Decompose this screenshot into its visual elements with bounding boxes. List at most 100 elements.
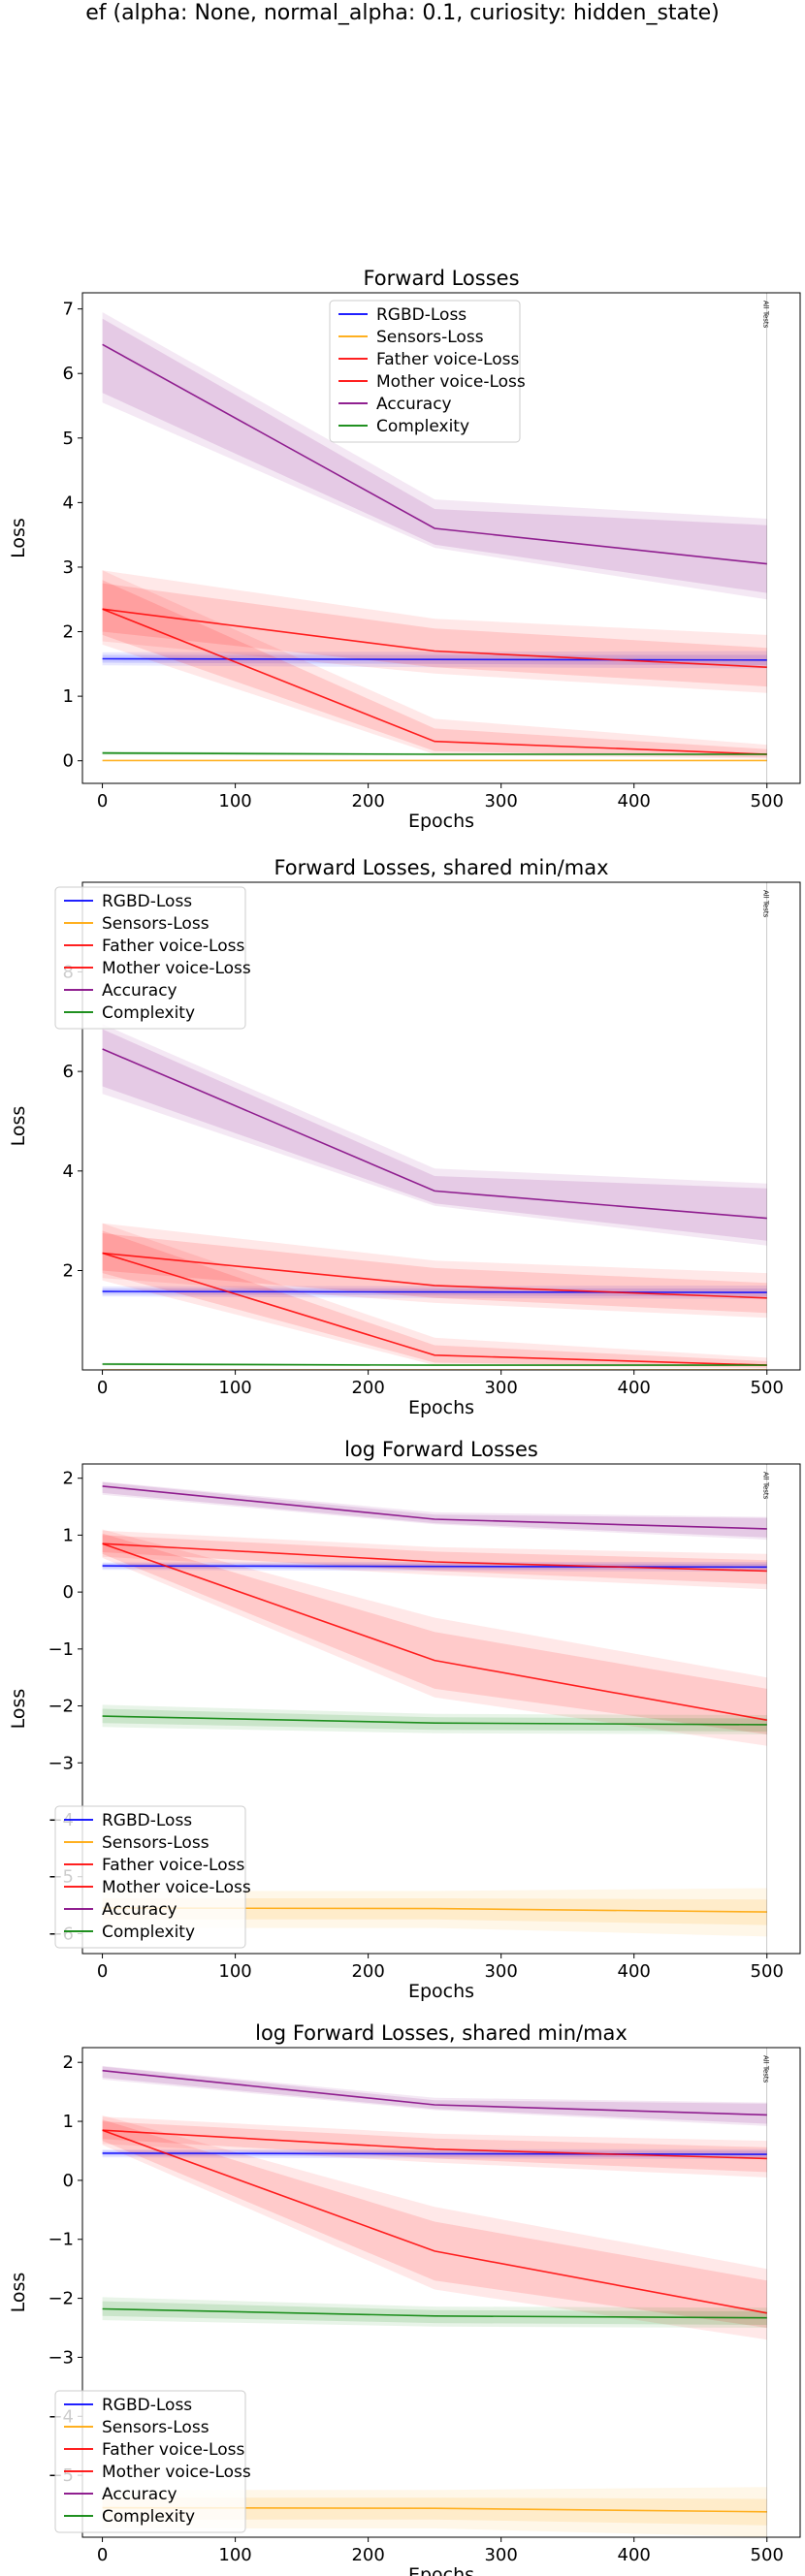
y-axis-label: Loss: [8, 1689, 29, 1730]
y-tick-label: −2: [48, 1697, 74, 1717]
x-tick-label: 200: [351, 1378, 384, 1398]
y-tick-label: 2: [63, 622, 74, 643]
y-tick-label: 2: [63, 1469, 74, 1489]
series-band-father-voice-loss: [102, 1223, 767, 1319]
legend-label-rgbd-loss: RGBD-Loss: [376, 305, 467, 325]
x-axis-label: Epochs: [408, 2564, 474, 2576]
series-band-complexity: [102, 2301, 767, 2325]
legend: RGBD-Loss Sensors-Loss Father voice-Loss Mo…: [54, 2390, 251, 2533]
subplot-2: Forward Losses, shared min/max All Tests 0…: [8, 856, 801, 1418]
x-tick-label: 500: [751, 791, 784, 811]
legend-label-mother-voice-loss: Mother voice-Loss: [102, 2463, 251, 2482]
y-tick-label: 4: [63, 1161, 74, 1182]
series-band-accuracy: [102, 1029, 767, 1241]
y-tick-label: 4: [63, 493, 74, 513]
x-tick-label: 0: [97, 1378, 108, 1398]
x-tick-label: 100: [218, 1378, 251, 1398]
y-tick-label: 1: [63, 686, 74, 707]
legend: RGBD-Loss Sensors-Loss Father voice-Loss Mo…: [54, 886, 251, 1030]
x-tick-label: 400: [618, 1961, 651, 1982]
legend-label-accuracy: Accuracy: [102, 1900, 177, 1920]
y-tick-label: 0: [63, 751, 74, 772]
y-axis-label: Loss: [8, 1106, 29, 1147]
series-band-mother-voice-loss: [102, 2115, 767, 2340]
legend-label-father-voice-loss: Father voice-Loss: [102, 1856, 244, 1875]
y-tick-label: 7: [63, 300, 74, 320]
y-tick-label: 1: [63, 2112, 74, 2132]
x-tick-label: 300: [484, 791, 517, 811]
plot-area: [102, 312, 767, 762]
series-band-sensors-loss: [102, 1898, 767, 1925]
series-line-complexity: [102, 1363, 767, 1366]
x-tick-label: 100: [218, 1961, 251, 1982]
legend-label-accuracy: Accuracy: [376, 395, 452, 414]
x-tick-label: 200: [351, 1961, 384, 1982]
legend-label-sensors-loss: Sensors-Loss: [102, 1833, 209, 1853]
legend-label-accuracy: Accuracy: [102, 2485, 177, 2504]
y-tick-label: 2: [63, 1261, 74, 1282]
series-band-accuracy: [102, 312, 767, 600]
series-line-father-voice-loss: [102, 608, 767, 668]
all-tests-label: All Tests: [762, 2055, 770, 2083]
x-tick-label: 500: [751, 1378, 784, 1398]
x-tick-label: 400: [618, 791, 651, 811]
series-line-rgbd-loss: [102, 1290, 767, 1293]
series-line-rgbd-loss: [102, 2152, 767, 2155]
y-tick-label: −3: [48, 1753, 74, 1773]
series-line-accuracy: [102, 1485, 767, 1530]
legend-label-accuracy: Accuracy: [102, 981, 177, 1001]
y-tick-label: 1: [63, 1525, 74, 1545]
plot-frame: [81, 1463, 801, 1955]
series-line-accuracy: [102, 2069, 767, 2116]
series-line-mother-voice-loss: [102, 608, 767, 755]
x-tick-label: 500: [751, 2545, 784, 2565]
series-line-rgbd-loss: [102, 1565, 767, 1569]
x-tick-label: 200: [351, 2545, 384, 2565]
series-band-mother-voice-loss: [102, 1230, 767, 1368]
legend-box: [329, 300, 521, 443]
series-line-complexity: [102, 1715, 767, 1726]
subplot-3: log Forward Losses All Tests 0 100 200 300 400…: [8, 1438, 801, 2002]
series-line-mother-voice-loss: [102, 1252, 767, 1366]
series-line-accuracy: [102, 1048, 767, 1220]
legend-label-father-voice-loss: Father voice-Loss: [376, 350, 519, 369]
y-tick-label: 2: [63, 2052, 74, 2073]
x-tick-label: 300: [484, 1961, 517, 1982]
plot-frame: [81, 2047, 801, 2538]
series-band-mother-voice-loss: [102, 1223, 767, 1369]
y-tick-label: −2: [48, 2289, 74, 2309]
x-tick-label: 0: [97, 1961, 108, 1982]
series-band-mother-voice-loss: [102, 1533, 767, 1734]
legend-label-complexity: Complexity: [376, 417, 469, 436]
series-line-rgbd-loss: [102, 657, 767, 661]
series-band-complexity: [102, 1704, 767, 1734]
y-tick-label: −3: [48, 2347, 74, 2368]
plot-area: [102, 1024, 767, 1370]
y-tick-label: 5: [63, 429, 74, 449]
all-tests-label: All Tests: [762, 1472, 770, 1500]
legend-label-complexity: Complexity: [102, 1923, 195, 1942]
x-tick-label: 200: [351, 791, 384, 811]
y-axis-label: Loss: [8, 2273, 29, 2313]
series-band-father-voice-loss: [102, 583, 767, 687]
series-band-sensors-loss: [102, 1888, 767, 1937]
legend-label-mother-voice-loss: Mother voice-Loss: [102, 1878, 251, 1897]
legend-label-rgbd-loss: RGBD-Loss: [102, 892, 192, 911]
series-band-complexity: [102, 1708, 767, 1732]
plot-area: [102, 2065, 767, 2537]
x-tick-label: 0: [97, 2545, 108, 2565]
legend-label-rgbd-loss: RGBD-Loss: [102, 2396, 192, 2415]
series-line-complexity: [102, 2307, 767, 2319]
legend-label-sensors-loss: Sensors-Loss: [102, 914, 209, 934]
series-band-father-voice-loss: [102, 570, 767, 693]
series-line-father-voice-loss: [102, 1252, 767, 1299]
y-tick-label: 0: [63, 1582, 74, 1603]
series-band-accuracy: [102, 1481, 767, 1541]
plot-title: log Forward Losses, shared min/max: [255, 2021, 628, 2045]
legend-label-mother-voice-loss: Mother voice-Loss: [102, 959, 251, 978]
series-band-mother-voice-loss: [102, 1529, 767, 1746]
series-line-accuracy: [102, 343, 767, 565]
all-tests-label: All Tests: [762, 890, 770, 918]
x-tick-label: 400: [618, 2545, 651, 2565]
